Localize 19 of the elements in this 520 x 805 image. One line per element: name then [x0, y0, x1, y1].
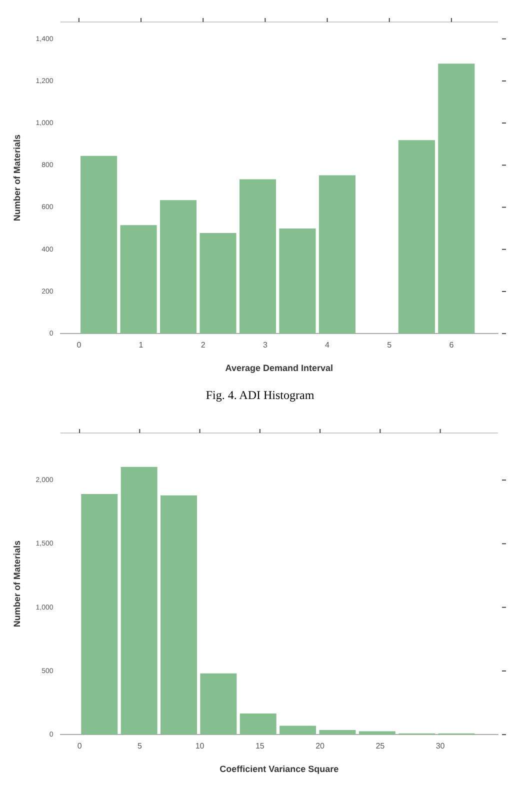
- x-tick-label: 6: [449, 340, 454, 350]
- x-tick-label: 4: [325, 340, 330, 350]
- y-axis-title: Number of Materials: [12, 540, 22, 628]
- x-tick-label: 0: [76, 340, 82, 350]
- x-tick-label: 5: [387, 340, 392, 350]
- x-tick-label: 5: [137, 742, 142, 751]
- x-tick-label: 0: [77, 742, 82, 751]
- x-axis-title: Coefficient Variance Square: [220, 764, 339, 774]
- x-tick-label: 25: [376, 742, 386, 751]
- x-tick-label: 3: [262, 340, 268, 350]
- caption: Fig. 4. ADI Histogram: [204, 388, 316, 403]
- x-tick-label: 15: [255, 742, 265, 751]
- x-tick-label: 2: [200, 340, 206, 350]
- y-axis-title: Number of Materials: [12, 134, 22, 222]
- x-axis-title: Average Demand Interval: [225, 363, 334, 374]
- x-tick-label: 10: [195, 742, 205, 751]
- x-tick-label: 1: [138, 340, 144, 350]
- x-tick-label: 20: [316, 742, 326, 751]
- x-tick-label: 30: [436, 742, 446, 751]
